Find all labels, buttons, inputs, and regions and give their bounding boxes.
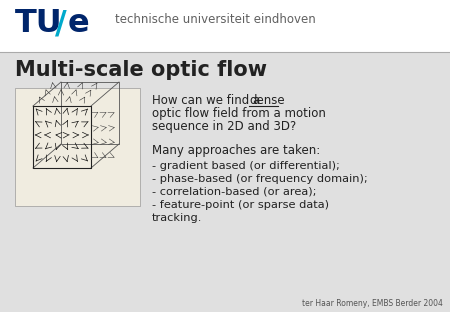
- Text: - feature-point (or sparse data): - feature-point (or sparse data): [152, 200, 329, 210]
- Text: - gradient based (or differential);: - gradient based (or differential);: [152, 161, 340, 171]
- Text: /: /: [55, 8, 67, 39]
- Text: ter Haar Romeny, EMBS Berder 2004: ter Haar Romeny, EMBS Berder 2004: [302, 299, 443, 308]
- Text: How can we find a: How can we find a: [152, 94, 264, 107]
- Text: tracking.: tracking.: [152, 213, 202, 223]
- Text: optic flow field from a motion: optic flow field from a motion: [152, 107, 326, 120]
- Text: dense: dense: [249, 94, 284, 107]
- Text: TU: TU: [15, 8, 63, 39]
- Text: e: e: [68, 8, 90, 39]
- Bar: [0, 0, 450, 52]
- Text: sequence in 2D and 3D?: sequence in 2D and 3D?: [152, 120, 296, 133]
- Text: Many approaches are taken:: Many approaches are taken:: [152, 144, 320, 157]
- Bar: [15, 88, 140, 206]
- Text: Multi-scale optic flow: Multi-scale optic flow: [15, 60, 267, 80]
- Text: technische universiteit eindhoven: technische universiteit eindhoven: [115, 13, 316, 26]
- Text: - phase-based (or frequency domain);: - phase-based (or frequency domain);: [152, 174, 368, 184]
- Text: - correlation-based (or area);: - correlation-based (or area);: [152, 187, 316, 197]
